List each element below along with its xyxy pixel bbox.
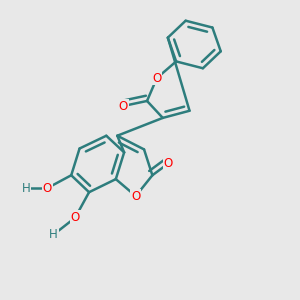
Text: O: O xyxy=(118,100,128,112)
Text: O: O xyxy=(70,211,80,224)
Text: O: O xyxy=(164,157,173,170)
Text: O: O xyxy=(152,72,161,85)
Text: O: O xyxy=(131,190,140,202)
Text: H: H xyxy=(21,182,30,194)
Text: O: O xyxy=(43,182,52,194)
Text: H: H xyxy=(49,228,58,241)
